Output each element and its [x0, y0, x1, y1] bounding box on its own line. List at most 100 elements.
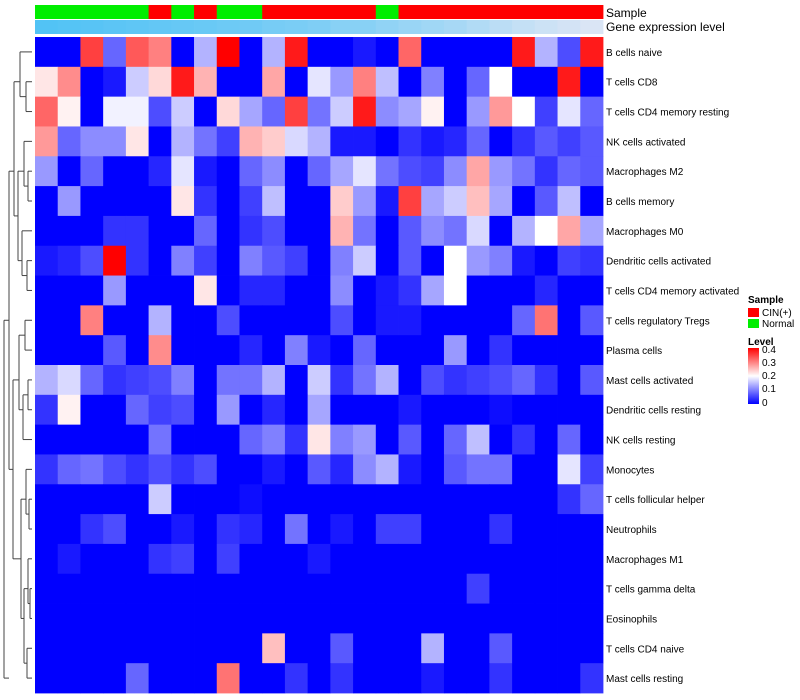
heatmap-cell	[194, 484, 218, 515]
heatmap-cell	[353, 454, 377, 485]
heatmap-cell	[216, 603, 240, 634]
heatmap-cell	[375, 96, 399, 127]
gene-expression-annotation-cell	[216, 20, 240, 34]
heatmap-cell	[194, 543, 218, 575]
heatmap-cell	[239, 305, 263, 336]
heatmap-cell	[466, 335, 490, 366]
heatmap-cell	[557, 633, 581, 664]
heatmap-cell	[35, 96, 59, 127]
heatmap-cell	[443, 335, 468, 366]
heatmap-cell	[103, 245, 127, 276]
heatmap-cell	[443, 275, 468, 306]
heatmap-cell	[216, 394, 240, 426]
heatmap-cell	[375, 245, 399, 276]
heatmap-cell	[557, 37, 581, 68]
heatmap-cell	[239, 663, 263, 694]
heatmap-cell	[262, 543, 286, 575]
heatmap-cell	[125, 156, 149, 187]
row-label: B cells naive	[606, 48, 663, 59]
heatmap-cell	[443, 394, 468, 426]
heatmap-cell	[580, 633, 604, 664]
heatmap-cell	[466, 663, 490, 694]
heatmap-cell	[194, 37, 218, 68]
heatmap-cell	[421, 543, 445, 575]
heatmap-cell	[148, 37, 172, 68]
heatmap-cell	[171, 215, 195, 247]
heatmap-cell	[489, 543, 513, 575]
heatmap-cell	[557, 96, 581, 127]
heatmap-cell	[353, 96, 377, 127]
gene-expression-annotation-cell	[262, 20, 286, 34]
gene-expression-annotation-bar	[35, 20, 604, 34]
heatmap-cell	[125, 305, 149, 336]
heatmap-cell	[512, 245, 536, 276]
heatmap-cell	[353, 365, 377, 396]
heatmap-cell	[580, 573, 604, 604]
heatmap-cell	[125, 215, 149, 247]
heatmap-cell	[216, 37, 240, 68]
heatmap-cell	[534, 633, 558, 664]
heatmap-cell	[148, 573, 172, 604]
heatmap-cell	[194, 156, 218, 187]
heatmap-cell	[103, 454, 127, 485]
legend-level-tick: 0	[762, 398, 768, 409]
gene-expression-annotation-cell	[239, 20, 263, 34]
heatmap-cell	[148, 424, 172, 455]
heatmap-cell	[489, 514, 513, 545]
heatmap-cell	[307, 603, 331, 634]
heatmap-cell	[216, 245, 240, 276]
heatmap-cell	[284, 663, 309, 694]
heatmap-cell	[443, 305, 468, 336]
legend-level-tick: 0.2	[762, 371, 776, 382]
heatmap-cell	[580, 484, 604, 515]
heatmap-cell	[512, 394, 536, 426]
heatmap-cell	[307, 186, 331, 217]
heatmap-cell	[421, 633, 445, 664]
heatmap-cell	[512, 305, 536, 336]
row-label: Monocytes	[606, 465, 654, 476]
heatmap-cell	[330, 365, 354, 396]
heatmap-cell	[557, 394, 581, 426]
heatmap-cell	[194, 335, 218, 366]
heatmap-cell	[398, 275, 422, 306]
heatmap-cell	[443, 484, 468, 515]
heatmap-cell	[57, 424, 81, 455]
heatmap-cell	[375, 37, 399, 68]
heatmap-cell	[148, 663, 172, 694]
heatmap-cell	[557, 186, 581, 217]
heatmap-cell	[216, 156, 240, 187]
heatmap-cell	[284, 394, 309, 426]
heatmap-cell	[375, 484, 399, 515]
heatmap-cell	[534, 484, 558, 515]
heatmap-cell	[330, 633, 354, 664]
heatmap-cell	[443, 663, 468, 694]
heatmap-cell	[466, 603, 490, 634]
heatmap-cell	[353, 573, 377, 604]
heatmap-cell	[35, 633, 59, 664]
heatmap-cell	[307, 543, 331, 575]
heatmap-cell	[125, 245, 149, 276]
heatmap-cell	[307, 424, 331, 455]
heatmap-cell	[171, 245, 195, 276]
heatmap-cell	[57, 365, 81, 396]
heatmap-cell	[239, 245, 263, 276]
heatmap-cell	[398, 365, 422, 396]
heatmap-cell	[103, 126, 127, 157]
heatmap-cell	[194, 215, 218, 247]
heatmap-cell	[421, 663, 445, 694]
heatmap-cell	[125, 96, 149, 127]
heatmap-cell	[534, 305, 558, 336]
heatmap-cell	[330, 37, 354, 68]
heatmap-cell	[512, 633, 536, 664]
heatmap-cell	[375, 424, 399, 455]
heatmap-cell	[512, 66, 536, 98]
row-label: T cells CD4 naive	[606, 644, 685, 655]
heatmap-cell	[57, 126, 81, 157]
heatmap-cell	[466, 186, 490, 217]
heatmap-cell	[148, 394, 172, 426]
heatmap-cell	[512, 96, 536, 127]
heatmap-cell	[466, 394, 490, 426]
heatmap-cell	[57, 215, 81, 247]
heatmap-cell	[443, 543, 468, 575]
heatmap-cell	[534, 365, 558, 396]
